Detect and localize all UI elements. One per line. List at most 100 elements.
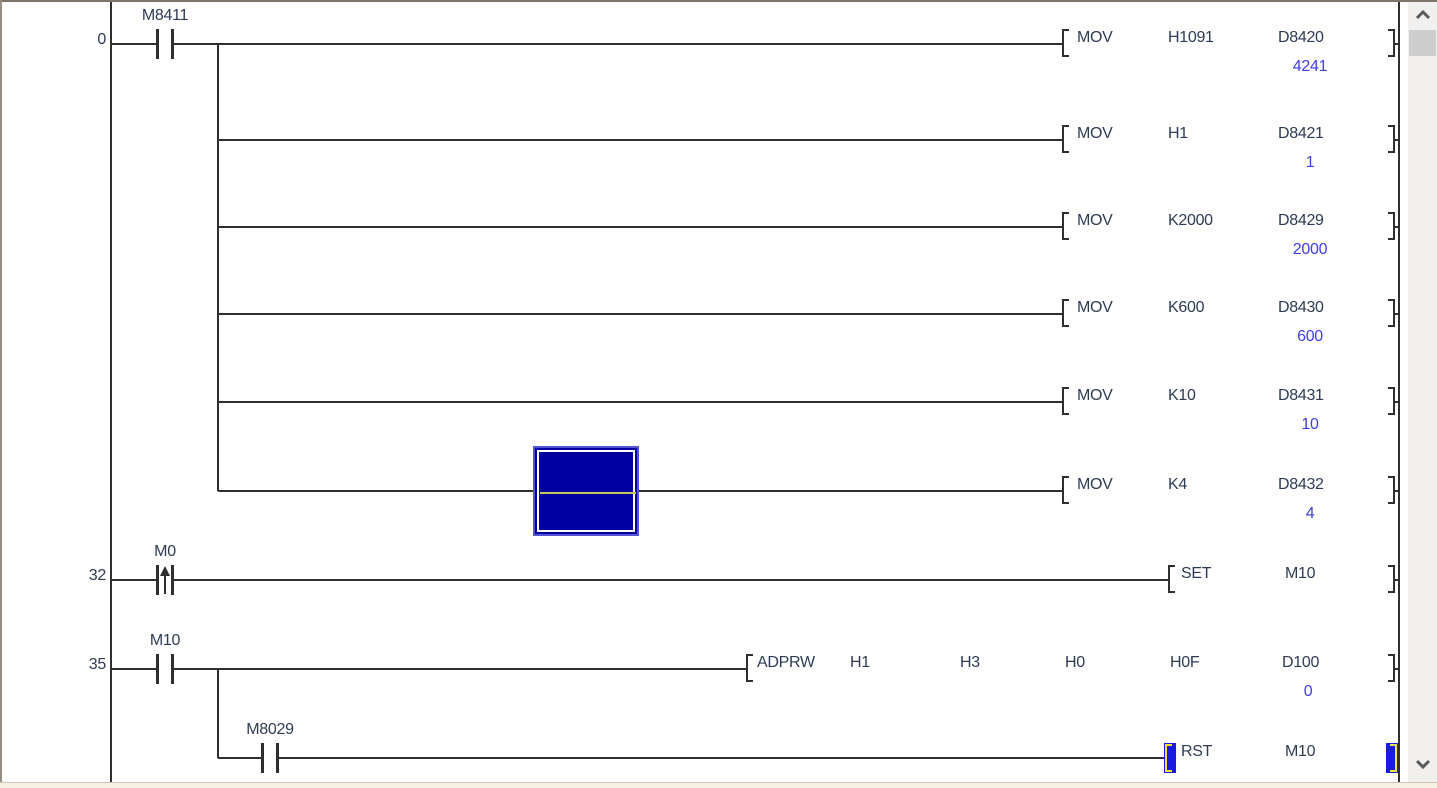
wire-h (279, 757, 1164, 759)
wire-h (218, 490, 1062, 492)
instruction-operand[interactable]: M10 (1285, 565, 1316, 582)
contact-m8411[interactable] (143, 4, 187, 66)
instruction-operand[interactable]: H0 (1065, 654, 1085, 671)
chevron-up-icon (1415, 9, 1430, 20)
instruction-operand[interactable]: K10 (1168, 387, 1196, 404)
open-bracket (1062, 476, 1069, 504)
close-bracket-nub (1395, 490, 1400, 492)
chevron-down-icon (1415, 759, 1430, 770)
active-open-glyph (1165, 744, 1172, 772)
close-bracket (1388, 125, 1395, 153)
contact-m10[interactable] (143, 629, 187, 691)
instruction-opcode[interactable]: MOV (1077, 125, 1113, 142)
instruction-operand[interactable]: H1091 (1168, 29, 1214, 46)
instruction-opcode[interactable]: MOV (1077, 299, 1113, 316)
instruction-operand[interactable]: D8429 (1278, 212, 1324, 229)
contact-bar-right (171, 565, 174, 595)
bottom-strip (0, 782, 1437, 788)
close-bracket (1388, 476, 1395, 504)
cursor-wire-segment (540, 492, 636, 494)
instruction-operand[interactable]: D100 (1282, 654, 1320, 671)
instruction-operand[interactable]: D8420 (1278, 29, 1324, 46)
wire-h (218, 139, 1062, 141)
close-bracket (1388, 387, 1395, 415)
open-bracket (1168, 565, 1175, 593)
open-bracket (1062, 212, 1069, 240)
contact-m0[interactable] (143, 540, 187, 602)
instruction-operand[interactable]: H3 (960, 654, 980, 671)
contact-bar-right (171, 654, 174, 684)
close-bracket-nub (1395, 226, 1400, 228)
close-bracket (1388, 565, 1395, 593)
open-bracket (1062, 29, 1069, 57)
open-bracket (1062, 299, 1069, 327)
wire-h (174, 43, 1062, 45)
scroll-down-button[interactable] (1408, 750, 1437, 778)
close-bracket-nub (1395, 313, 1400, 315)
contact-bar-left (156, 654, 159, 684)
step-number: 32 (88, 567, 107, 584)
scroll-thumb[interactable] (1409, 30, 1436, 56)
close-bracket (1388, 212, 1395, 240)
wire-v (217, 44, 219, 491)
active-close-glyph (1390, 744, 1397, 772)
wire-v (217, 669, 219, 758)
vertical-scrollbar[interactable] (1408, 2, 1437, 782)
monitor-value: 4 (1305, 505, 1315, 522)
contact-m8029[interactable] (248, 718, 292, 780)
contact-bar-left (261, 743, 264, 773)
wire-h (174, 668, 746, 670)
instruction-opcode[interactable]: MOV (1077, 29, 1113, 46)
close-bracket-nub (1395, 43, 1400, 45)
monitor-value: 1 (1305, 154, 1315, 171)
instruction-opcode[interactable]: ADPRW (757, 654, 815, 671)
left-power-rail (110, 0, 112, 783)
wire-h (112, 579, 156, 581)
active-close-bracket (1386, 743, 1398, 773)
close-bracket (1388, 29, 1395, 57)
device-label: M0 (154, 543, 176, 560)
instruction-opcode[interactable]: RST (1181, 743, 1213, 760)
edit-cursor[interactable] (533, 446, 639, 536)
wire-h (112, 43, 156, 45)
instruction-opcode[interactable]: SET (1181, 565, 1212, 582)
monitor-value: 10 (1301, 416, 1319, 433)
instruction-operand[interactable]: H1 (1168, 125, 1188, 142)
wire-h (112, 668, 156, 670)
rising-edge-arrow-icon (159, 565, 171, 595)
monitor-value: 600 (1297, 328, 1323, 345)
contact-bar-left (156, 29, 159, 59)
instruction-opcode[interactable]: MOV (1077, 476, 1113, 493)
instruction-operand[interactable]: M10 (1285, 743, 1316, 760)
edit-cursor-inner (537, 450, 635, 532)
instruction-operand[interactable]: D8432 (1278, 476, 1324, 493)
close-bracket-nub (1395, 401, 1400, 403)
active-open-bracket (1164, 743, 1176, 773)
scroll-up-button[interactable] (1408, 2, 1437, 28)
instruction-opcode[interactable]: MOV (1077, 212, 1113, 229)
instruction-operand[interactable]: D8421 (1278, 125, 1324, 142)
instruction-operand[interactable]: K600 (1168, 299, 1205, 316)
window-top-border (0, 0, 1437, 2)
close-bracket (1388, 654, 1395, 682)
wire-h (218, 757, 261, 759)
close-bracket-nub (1395, 668, 1400, 670)
instruction-operand[interactable]: K4 (1168, 476, 1187, 493)
open-bracket (746, 654, 753, 682)
wire-h (218, 226, 1062, 228)
instruction-operand[interactable]: D8430 (1278, 299, 1324, 316)
instruction-operand[interactable]: D8431 (1278, 387, 1324, 404)
device-label: M10 (149, 632, 181, 649)
instruction-operand[interactable]: K2000 (1168, 212, 1213, 229)
contact-bar-right (171, 29, 174, 59)
wire-h (174, 579, 1168, 581)
instruction-opcode[interactable]: MOV (1077, 387, 1113, 404)
device-label: M8411 (141, 7, 189, 24)
instruction-operand[interactable]: H1 (850, 654, 870, 671)
device-label: M8029 (246, 721, 294, 738)
instruction-operand[interactable]: H0F (1170, 654, 1200, 671)
open-bracket (1062, 387, 1069, 415)
monitor-value: 4241 (1292, 58, 1328, 75)
